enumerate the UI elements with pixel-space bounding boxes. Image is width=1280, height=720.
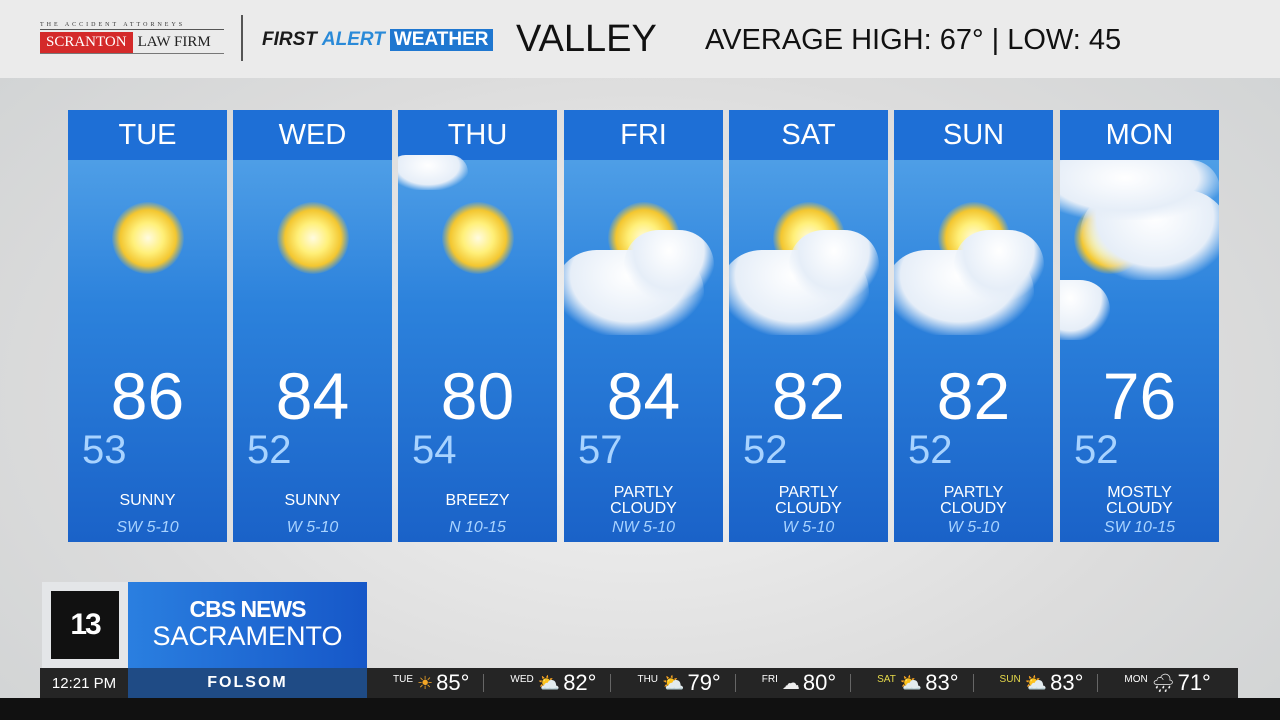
ticker-item-mon: MON 🌧 71°	[1098, 670, 1224, 695]
forecast-card-fri: FRI 84 57 PARTLY CLOUDY NW 5-10	[564, 110, 723, 542]
network-name: CBS NEWS	[189, 596, 307, 622]
ticker-day: THU	[637, 674, 659, 685]
day-label: MON	[1060, 110, 1219, 160]
partly-cloudy-icon: ⛅	[537, 672, 561, 693]
ticker-item-sun: SUN ⛅ 83°	[974, 670, 1099, 695]
ticker-item-thu: THU ⛅ 79°	[611, 670, 736, 695]
cloud-icon	[398, 155, 468, 190]
sun-icon	[277, 202, 349, 274]
channel-number: 13	[51, 591, 119, 659]
low-temp: 53	[82, 428, 127, 472]
wind: W 5-10	[286, 519, 339, 536]
ticker-day: SUN	[999, 674, 1021, 685]
brand-first: FIRST	[262, 29, 317, 50]
condition: PARTLY CLOUDY	[775, 484, 842, 517]
bottom-bar	[0, 698, 1280, 720]
low-temp: 57	[578, 428, 623, 472]
forecast-card-mon: MON 76 52 MOSTLY CLOUDY SW 10-15	[1060, 110, 1219, 542]
wind: NW 5-10	[611, 519, 676, 536]
wind: SW 10-15	[1103, 519, 1176, 536]
condition: BREEZY	[445, 492, 510, 509]
condition: SUNNY	[284, 492, 341, 509]
city-name: SACRAMENTO	[152, 621, 343, 651]
ticker-day: TUE	[393, 674, 413, 685]
low-temp: 52	[908, 428, 953, 472]
wind: W 5-10	[782, 519, 835, 536]
ticker-temp: 71°	[1177, 670, 1211, 695]
ticker-day: SAT	[877, 674, 896, 685]
cbs13-logo: 13	[42, 582, 128, 668]
ticker-temp: 80°	[802, 670, 837, 695]
ticker-day: WED	[510, 674, 534, 685]
mostly-cloudy-icon: ☁	[781, 672, 800, 693]
condition: MOSTLY CLOUDY	[1106, 484, 1173, 517]
wind: SW 5-10	[116, 519, 179, 536]
ticker-location: FOLSOM	[128, 668, 367, 698]
ticker-item-sat: SAT ⛅ 83°	[851, 670, 974, 695]
sponsor-name: SCRANTON	[40, 32, 133, 53]
brand-weather: WEATHER	[389, 29, 493, 51]
average-temps: AVERAGE HIGH: 67° | LOW: 45	[705, 24, 1122, 56]
wind: W 5-10	[947, 519, 1000, 536]
condition: PARTLY CLOUDY	[610, 484, 677, 517]
low-temp: 52	[1074, 428, 1119, 472]
condition: PARTLY CLOUDY	[940, 484, 1007, 517]
day-label: THU	[398, 110, 557, 160]
forecast-card-thu: THU 80 54 BREEZY N 10-15	[398, 110, 557, 542]
sun-icon	[112, 202, 184, 274]
brand-alert: ALERT	[321, 29, 385, 50]
sponsor-name-rest: LAW FIRM	[137, 34, 211, 50]
forecast-card-sat: SAT 82 52 PARTLY CLOUDY W 5-10	[729, 110, 888, 542]
ticker-temp: 85°	[436, 670, 470, 695]
divider	[241, 15, 243, 61]
high-temp: 86	[110, 359, 185, 433]
ticker-temp: 83°	[1050, 670, 1084, 695]
ticker-day: MON	[1124, 674, 1148, 685]
partly-cloudy-icon: ⛅	[662, 672, 685, 693]
clock: 12:21 PM	[51, 674, 117, 692]
ticker-temp: 82°	[563, 670, 597, 695]
forecast-card-tue: TUE 86 53 SUNNY SW 5-10	[68, 110, 227, 542]
day-label: FRI	[564, 110, 723, 160]
sun-icon	[442, 202, 514, 274]
partly-cloudy-icon: ⛅	[1024, 672, 1048, 693]
day-label: SAT	[729, 110, 888, 160]
rain-icon: 🌧	[1151, 672, 1175, 693]
ticker-item-wed: WED ⛅ 82°	[484, 670, 612, 695]
high-temp: 76	[1102, 359, 1177, 433]
forecast-card-wed: WED 84 52 SUNNY W 5-10	[233, 110, 392, 542]
first-alert-logo: FIRST ALERT WEATHER	[262, 29, 493, 51]
high-temp: 82	[936, 359, 1011, 433]
condition: SUNNY	[119, 492, 176, 509]
ticker-item-tue: TUE ☀ 85°	[367, 670, 485, 695]
high-temp: 82	[771, 359, 846, 433]
ticker-day: FRI	[761, 674, 778, 685]
ticker-temp: 79°	[687, 670, 721, 695]
cbs-news-sacramento-logo: CBS NEWS SACRAMENTO	[128, 582, 367, 668]
forecast-card-sun: SUN 82 52 PARTLY CLOUDY W 5-10	[894, 110, 1053, 542]
low-temp: 54	[412, 428, 457, 472]
ticker-temp: 83°	[925, 670, 959, 695]
wind: N 10-15	[449, 519, 506, 536]
low-temp: 52	[247, 428, 292, 472]
low-temp: 52	[743, 428, 788, 472]
region-title: VALLEY	[516, 18, 657, 60]
ticker-item-fri: FRI ☁ 80°	[736, 670, 852, 695]
sponsor-logo: THE ACCIDENT ATTORNEYS SCRANTON LAW FIRM	[40, 22, 224, 54]
high-temp: 84	[275, 359, 350, 433]
high-temp: 84	[606, 359, 681, 433]
sponsor-tagline: THE ACCIDENT ATTORNEYS	[40, 22, 224, 30]
day-label: SUN	[894, 110, 1053, 160]
sunny-icon: ☀	[417, 672, 434, 693]
day-label: WED	[233, 110, 392, 160]
high-temp: 80	[440, 359, 515, 433]
weather-ticker: 12:21 PM FOLSOM TUE ☀ 85° WED ⛅ 82° THU ⛅ 79° FRI…	[40, 668, 1238, 698]
day-label: TUE	[68, 110, 227, 160]
partly-cloudy-icon: ⛅	[899, 672, 923, 693]
header-bar: THE ACCIDENT ATTORNEYS SCRANTON LAW FIRM …	[0, 0, 1280, 78]
